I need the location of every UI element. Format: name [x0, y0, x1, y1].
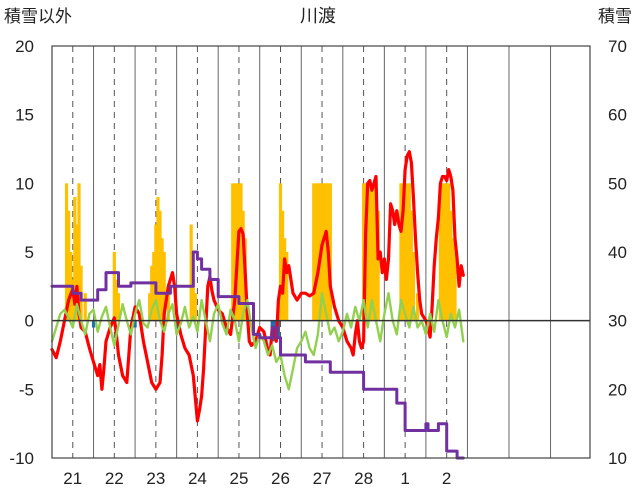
bar — [233, 183, 237, 321]
x-tick-label: 28 — [354, 469, 373, 488]
y-right-tick-label: 40 — [608, 243, 627, 262]
bar — [366, 183, 370, 321]
bar — [324, 183, 328, 321]
y-left-tick-label: 10 — [15, 174, 34, 193]
bar — [278, 183, 283, 321]
bar — [91, 320, 96, 328]
chart-title: 川渡 — [300, 6, 336, 26]
bar — [133, 320, 137, 328]
bar — [361, 183, 366, 321]
y-axis-left-label: 積雪以外 — [4, 7, 72, 26]
series-line — [50, 250, 465, 460]
bar — [158, 210, 162, 321]
bar — [453, 252, 457, 321]
bar — [231, 183, 235, 321]
bar — [399, 183, 403, 321]
bar — [316, 183, 320, 321]
bar — [112, 252, 116, 321]
bar — [376, 210, 380, 321]
grid-lines — [72, 46, 552, 458]
x-tick-label: 23 — [146, 469, 165, 488]
bar — [372, 183, 376, 321]
x-tick-label: 1 — [400, 469, 409, 488]
bar — [166, 293, 170, 321]
y-left-tick-label: 5 — [25, 243, 34, 262]
bar — [447, 183, 451, 321]
bar — [241, 210, 245, 321]
bar — [280, 210, 285, 321]
series-line — [50, 292, 465, 391]
bar — [314, 183, 318, 321]
y-left-tick-label: 15 — [15, 106, 34, 125]
bar — [451, 238, 455, 321]
bar — [442, 183, 447, 321]
series-line — [50, 150, 465, 423]
x-tick-label: 24 — [188, 469, 207, 488]
y-axis-right-label: 積雪 — [598, 7, 632, 26]
x-tick-label: 26 — [271, 469, 290, 488]
x-tick-label: 22 — [105, 469, 124, 488]
x-tick-label: 2 — [442, 469, 451, 488]
y-left-tick-label: 20 — [15, 37, 34, 56]
bar — [407, 183, 411, 321]
x-tick-label: 21 — [63, 469, 82, 488]
bar — [445, 183, 449, 321]
x-tick-label: 25 — [229, 469, 248, 488]
bar — [403, 183, 407, 321]
bar — [312, 183, 316, 321]
bar — [189, 224, 193, 321]
bar — [401, 183, 405, 321]
bar — [368, 183, 372, 321]
bar — [322, 183, 326, 321]
bar — [415, 293, 420, 321]
y-right-tick-label: 50 — [608, 174, 627, 193]
bar — [328, 183, 332, 321]
y-right-tick-label: 70 — [608, 37, 627, 56]
y-right-tick-label: 20 — [608, 380, 627, 399]
bar — [77, 183, 81, 321]
bar — [449, 210, 453, 321]
line-series — [50, 150, 465, 460]
plot-frame — [51, 45, 591, 459]
bar — [411, 252, 416, 321]
bar — [440, 183, 445, 321]
bar — [156, 197, 160, 321]
bar — [239, 183, 243, 321]
y-right-tick-label: 10 — [608, 449, 627, 468]
bar — [116, 293, 121, 321]
bar — [150, 265, 154, 321]
y-left-tick-label: -5 — [19, 380, 34, 399]
bar — [191, 279, 195, 321]
bar — [160, 238, 164, 321]
y-right-tick-label: 60 — [608, 106, 627, 125]
bar — [75, 224, 79, 321]
bar — [438, 183, 443, 321]
bar — [193, 293, 197, 321]
y-left-tick-label: -10 — [9, 449, 34, 468]
bar — [73, 197, 77, 321]
bar — [152, 252, 156, 321]
bar — [162, 252, 166, 321]
bar — [285, 252, 289, 321]
bar — [370, 183, 374, 321]
bar — [148, 293, 152, 321]
bar — [83, 293, 87, 321]
bar — [67, 210, 71, 321]
bar — [154, 224, 158, 321]
axes — [51, 45, 591, 459]
y-left-tick-label: 0 — [25, 312, 34, 331]
bar — [405, 183, 409, 321]
bar — [64, 183, 69, 321]
bar — [374, 183, 378, 321]
x-tick-label: 27 — [313, 469, 332, 488]
bar — [409, 210, 413, 321]
bar — [114, 279, 118, 321]
y-right-tick-label: 30 — [608, 312, 627, 331]
